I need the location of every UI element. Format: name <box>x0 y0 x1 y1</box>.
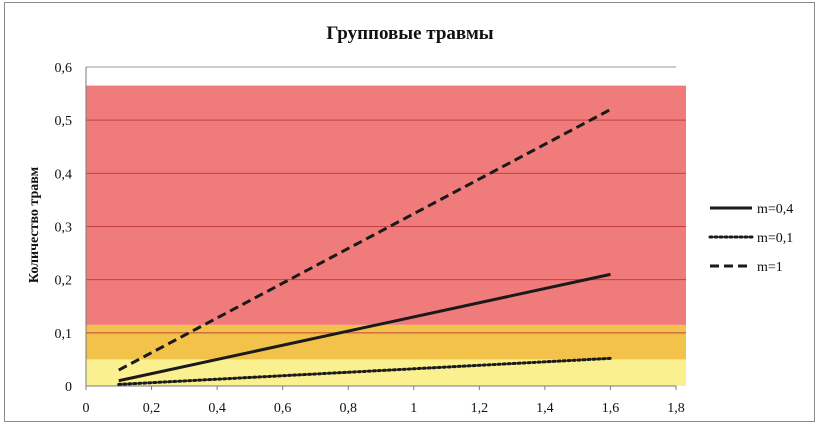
background-zone-2 <box>86 85 686 325</box>
x-tick-label: 0,4 <box>208 401 226 416</box>
series-line-1 <box>117 356 612 386</box>
legend-label: m=1 <box>757 260 783 275</box>
legend-label: m=0,1 <box>757 231 793 246</box>
y-tick-label: 0,5 <box>55 114 73 129</box>
x-tick-label: 0,8 <box>339 401 357 416</box>
chart-title: Групповые травмы <box>326 23 493 44</box>
x-tick-label: 0 <box>83 401 90 416</box>
x-tick-label: 1,4 <box>536 401 554 416</box>
x-tick-label: 0,2 <box>143 401 161 416</box>
background-zone-1 <box>86 324 686 360</box>
series-line-0 <box>118 272 611 383</box>
y-tick-label: 0 <box>65 380 72 395</box>
y-tick-label: 0,6 <box>55 61 73 76</box>
y-tick-label: 0,3 <box>55 221 73 236</box>
x-tick-label: 1,6 <box>602 401 620 416</box>
series-line-2 <box>118 108 612 372</box>
x-tick-label: 1,2 <box>471 401 489 416</box>
y-tick-label: 0,4 <box>55 167 73 182</box>
y-tick-label: 0,1 <box>55 327 73 342</box>
x-tick-label: 0,6 <box>274 401 292 416</box>
legend-label: m=0,4 <box>757 202 793 217</box>
x-tick-label: 1 <box>410 401 417 416</box>
x-tick-label: 1,8 <box>667 401 685 416</box>
y-tick-labels: 0 0,1 0,2 0,3 0,4 0,5 0,6 <box>55 61 73 395</box>
series-lines <box>117 108 612 386</box>
axes <box>85 67 677 390</box>
y-tick-label: 0,2 <box>55 274 73 289</box>
y-axis-label: Количество травм <box>27 166 42 283</box>
legend: m=0,4 m=0,1 m=1 <box>708 202 793 275</box>
x-tick-labels: 0 0,2 0,4 0,6 0,8 1 1,2 1,4 1,6 1,8 <box>83 401 685 416</box>
